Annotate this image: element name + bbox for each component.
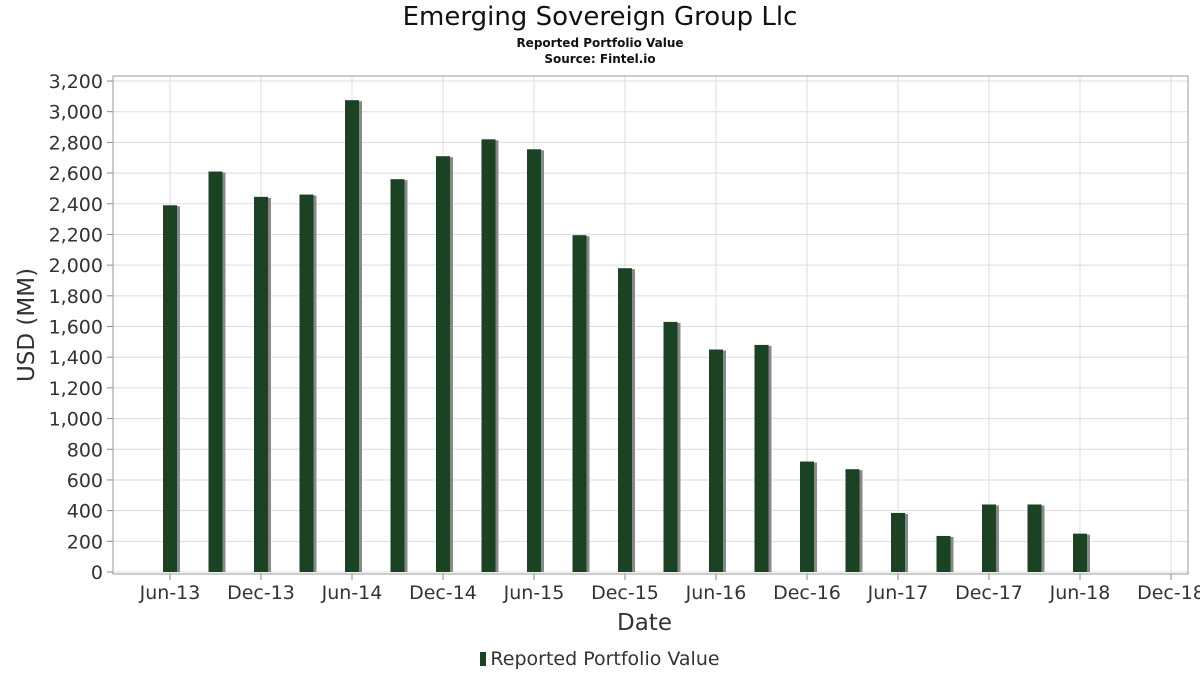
x-tick-label: Dec-14 (409, 582, 477, 604)
legend-swatch (480, 652, 487, 666)
chart-subtitle: Reported Portfolio Value (516, 36, 684, 50)
y-axis-title: USD (MM) (14, 268, 40, 382)
y-tick-label: 1,400 (49, 347, 103, 369)
y-tick-label: 600 (67, 470, 103, 492)
y-tick-label: 2,800 (49, 132, 103, 154)
y-tick-label: 800 (67, 439, 103, 461)
bar (527, 149, 541, 572)
bar (1073, 533, 1087, 572)
bar (936, 535, 951, 572)
bar (163, 205, 177, 573)
bar (208, 171, 223, 572)
bar (481, 139, 496, 572)
bar (572, 235, 587, 572)
y-tick-label: 0 (91, 562, 103, 584)
plot-area (113, 76, 1188, 574)
y-tick-label: 2,200 (49, 224, 103, 246)
y-tick-label: 3,000 (49, 102, 103, 124)
y-tick-label: 2,400 (49, 194, 103, 216)
legend: Reported Portfolio Value (0, 648, 1200, 670)
y-tick-label: 1,800 (49, 286, 103, 308)
y-tick-label: 200 (67, 531, 103, 553)
chart-source: Source: Fintel.io (544, 52, 656, 66)
bar (1027, 504, 1042, 572)
x-tick-label: Jun-18 (1049, 582, 1111, 604)
bar (754, 344, 769, 572)
y-tick-label: 1,200 (49, 378, 103, 400)
x-tick-label: Dec-13 (227, 582, 295, 604)
x-axis-title: Date (617, 610, 672, 636)
x-tick-label: Dec-16 (773, 582, 841, 604)
y-tick-label: 1,600 (49, 317, 103, 339)
x-tick-label: Dec-15 (591, 582, 659, 604)
x-tick-label: Jun-13 (139, 582, 201, 604)
bar (709, 349, 723, 572)
bar (390, 179, 405, 572)
bar (345, 100, 359, 572)
y-tick-label: 400 (67, 501, 103, 523)
x-tick-label: Jun-16 (685, 582, 747, 604)
bar (982, 504, 996, 572)
y-tick-label: 3,200 (49, 71, 103, 93)
bar (618, 268, 632, 572)
bar (436, 156, 450, 572)
plot-border (112, 75, 1189, 575)
x-tick-label: Jun-17 (867, 582, 929, 604)
x-tick-label: Dec-17 (955, 582, 1023, 604)
x-tick-label: Dec-18 (1137, 582, 1200, 604)
legend-label: Reported Portfolio Value (490, 648, 720, 670)
y-tick-label: 2,600 (49, 163, 103, 185)
bar (299, 194, 314, 572)
bar (845, 469, 860, 572)
x-tick-label: Jun-15 (503, 582, 565, 604)
bar (891, 512, 905, 572)
bar (663, 321, 678, 572)
y-tick-label: 2,000 (49, 255, 103, 277)
bar (254, 196, 268, 572)
chart-title: Emerging Sovereign Group Llc (402, 2, 798, 32)
x-tick-label: Jun-14 (321, 582, 383, 604)
y-tick-label: 1,000 (49, 409, 103, 431)
bar (800, 461, 814, 572)
